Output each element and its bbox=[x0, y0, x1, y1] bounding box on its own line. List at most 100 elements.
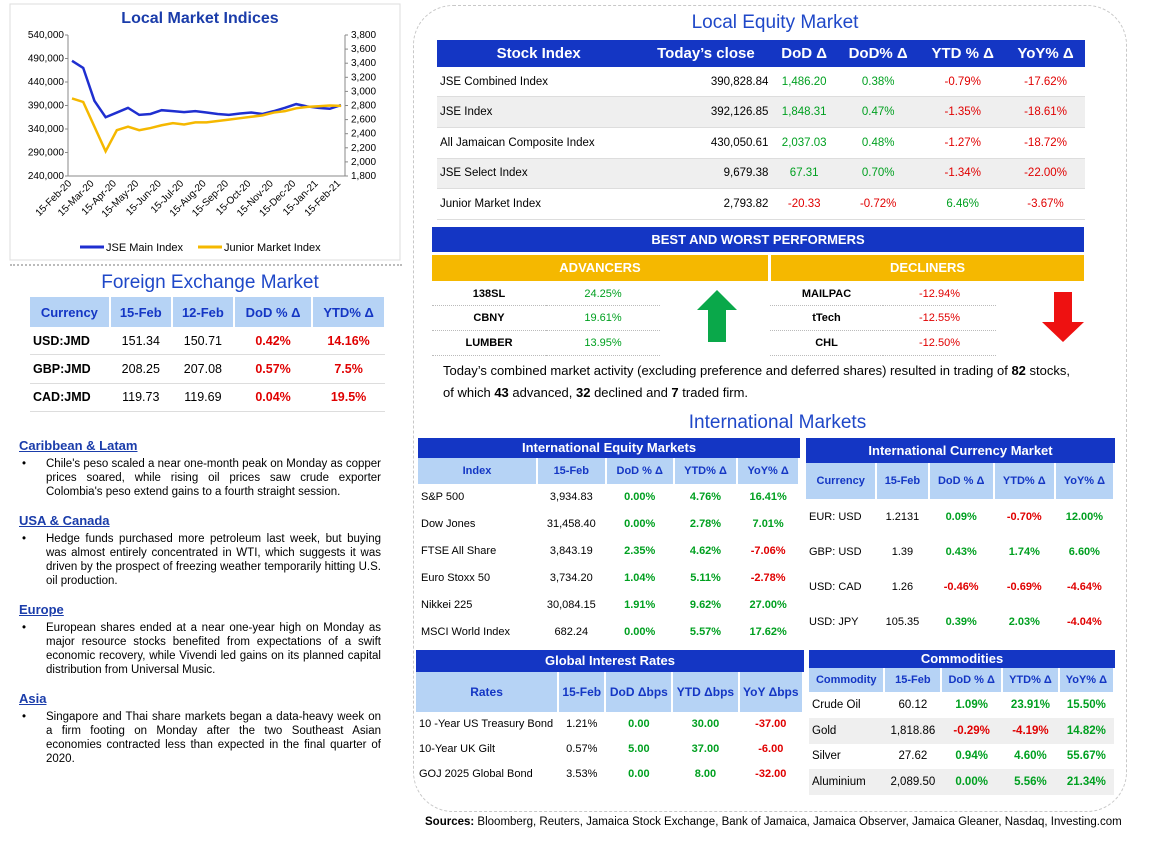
cell: -0.69% bbox=[1006, 581, 1042, 594]
column-header: Index bbox=[418, 458, 538, 484]
series-line bbox=[71, 97, 342, 155]
news: Caribbean & Latam Chile's peso scaled a n… bbox=[19, 438, 381, 780]
cell: 1.91% bbox=[624, 598, 656, 611]
cell: 0.00% bbox=[624, 518, 656, 531]
cell: Gold bbox=[812, 724, 837, 737]
cell: 0.94% bbox=[955, 750, 988, 763]
summary-text: stocks, of which bbox=[443, 363, 1070, 400]
cell: -17.62% bbox=[1024, 75, 1067, 88]
cell: 30.00 bbox=[691, 718, 720, 731]
cell: 1,848.31 bbox=[781, 105, 827, 118]
cell: 21.34% bbox=[1066, 776, 1106, 789]
cell: Silver bbox=[812, 750, 841, 763]
cell: 0.00% bbox=[624, 625, 656, 638]
y2-tick-label: 3,600 bbox=[351, 44, 376, 55]
cell: 9,679.38 bbox=[723, 167, 769, 180]
cell: 27.00% bbox=[749, 598, 787, 611]
summary-text: Today’s combined market activity (exclud… bbox=[443, 363, 1012, 378]
column-header: YTD% Δ bbox=[312, 297, 386, 327]
cell: 30,084.15 bbox=[546, 598, 596, 611]
cell: -0.29% bbox=[953, 724, 990, 737]
header-row: Currency 15-Feb DoD % Δ YTD% Δ YoY% Δ bbox=[806, 463, 1116, 499]
legend-label: Junior Market Index bbox=[224, 242, 321, 254]
column-header: DoD % Δ bbox=[941, 668, 1004, 692]
column-header: YTD Δbps bbox=[672, 672, 740, 712]
table: Currency 15-Feb DoD % Δ YTD% Δ YoY% Δ EUR: US… bbox=[806, 463, 1116, 640]
cell: 0.47% bbox=[861, 105, 895, 118]
cell: -18.72% bbox=[1024, 136, 1067, 149]
cell: 13.95% bbox=[584, 337, 622, 350]
header-row: Index 15-Feb DoD % Δ YTD% Δ YoY% Δ bbox=[418, 458, 800, 484]
row: GBP: USD 1.39 0.43% 1.74% 6.60% bbox=[806, 534, 1114, 570]
cell: Nikkei 225 bbox=[421, 598, 473, 611]
column-header: Commodity bbox=[809, 668, 886, 692]
row: 10-Year UK Gilt 0.57% 5.00 37.00 -6.00 bbox=[416, 736, 803, 762]
news-text: Chile's peso scaled a near one-month pea… bbox=[22, 457, 381, 499]
summary-text: traded firm. bbox=[678, 385, 749, 400]
cell: LUMBER bbox=[465, 337, 513, 350]
cell: 1.74% bbox=[1008, 545, 1040, 558]
y2-tick-label: 2,200 bbox=[351, 143, 376, 154]
summary-text: declined and bbox=[590, 385, 672, 400]
cell: 19.5% bbox=[330, 390, 367, 405]
row: Silver 27.62 0.94% 4.60% 55.67% bbox=[809, 743, 1114, 770]
cell: GOJ 2025 Global Bond bbox=[419, 767, 533, 780]
column-header: YTD % Δ bbox=[919, 40, 1007, 67]
cell: GBP:JMD bbox=[33, 361, 91, 376]
cell: 5.00 bbox=[628, 742, 650, 755]
cell: 1.39 bbox=[891, 545, 914, 558]
column-header: YTD% Δ bbox=[1002, 668, 1060, 692]
cell: -12.55% bbox=[919, 312, 960, 325]
column-header: Rates bbox=[416, 672, 560, 712]
sources-label: Sources: bbox=[425, 816, 475, 828]
cell: 0.00% bbox=[624, 491, 656, 504]
news-heading: USA & Canada bbox=[19, 513, 110, 528]
cell: 23.91% bbox=[1010, 698, 1050, 711]
cell: 1.2131 bbox=[885, 510, 920, 523]
section-title: Foreign Exchange Market bbox=[101, 272, 319, 293]
cell: 2.35% bbox=[624, 545, 656, 558]
section-title: Local Equity Market bbox=[691, 12, 859, 33]
cell: -6.00 bbox=[758, 742, 784, 755]
news-item: Caribbean & Latam Chile's peso scaled a n… bbox=[19, 438, 381, 499]
row: JSE Select Index 9,679.38 67.31 0.70% -1.34%… bbox=[437, 158, 1085, 189]
cell: 0.42% bbox=[255, 333, 291, 348]
cell: -0.72% bbox=[859, 198, 897, 211]
row: Crude Oil 60.12 1.09% 23.91% 15.50% bbox=[809, 692, 1114, 718]
row: CBNY 19.61% bbox=[432, 306, 660, 331]
cell: 0.09% bbox=[945, 510, 977, 523]
cell: 1.04% bbox=[624, 571, 656, 584]
column-header: YoY% Δ bbox=[1006, 40, 1085, 67]
advancers-table: 138SL 24.25% CBNY 19.61% LUMBER 13.95% bbox=[432, 282, 660, 356]
cell: MAILPAC bbox=[801, 287, 852, 300]
cell: 14.16% bbox=[327, 333, 370, 348]
column-header: DoD % Δ bbox=[928, 463, 995, 499]
column-header: DoD % Δ bbox=[605, 458, 675, 484]
news-text: Hedge funds purchased more petroleum las… bbox=[22, 532, 381, 588]
table: Rates 15-Feb DoD Δbps YTD Δbps YoY Δbps 10 -Y… bbox=[416, 672, 805, 786]
summary: Today’s combined market activity (exclud… bbox=[443, 360, 1083, 404]
y-tick-label: 290,000 bbox=[28, 148, 65, 159]
column-header: YoY% Δ bbox=[1058, 668, 1116, 692]
cell: 6.60% bbox=[1068, 545, 1100, 558]
news-item: USA & Canada Hedge funds purchased more p… bbox=[19, 513, 381, 588]
cell: -4.64% bbox=[1066, 581, 1102, 594]
cell: 4.60% bbox=[1014, 750, 1047, 763]
up-arrow bbox=[697, 290, 737, 342]
row: MSCI World Index 682.24 0.00% 5.57% 17.62% bbox=[418, 618, 799, 645]
cell: JSE Index bbox=[440, 105, 493, 118]
cell: -12.94% bbox=[919, 287, 960, 300]
cell: -37.00 bbox=[755, 718, 787, 731]
cell: 10 -Year US Treasury Bond bbox=[419, 718, 554, 731]
cell: -20.33 bbox=[787, 198, 821, 211]
table-title: International Currency Market bbox=[806, 438, 1115, 463]
row: Nikkei 225 30,084.15 1.91% 9.62% 27.00% bbox=[418, 591, 799, 619]
row: CAD:JMD 119.73 119.69 0.04% 19.5% bbox=[30, 383, 385, 412]
row: tTech -12.55% bbox=[770, 306, 996, 331]
y-tick-label: 340,000 bbox=[28, 124, 65, 135]
cell: 2.03% bbox=[1008, 616, 1040, 629]
row: MAILPAC -12.94% bbox=[770, 282, 996, 306]
column-header: YTD% Δ bbox=[993, 463, 1056, 499]
row: Junior Market Index 2,793.82 -20.33 -0.72% 6… bbox=[437, 188, 1085, 220]
cell: 4.76% bbox=[689, 491, 722, 504]
